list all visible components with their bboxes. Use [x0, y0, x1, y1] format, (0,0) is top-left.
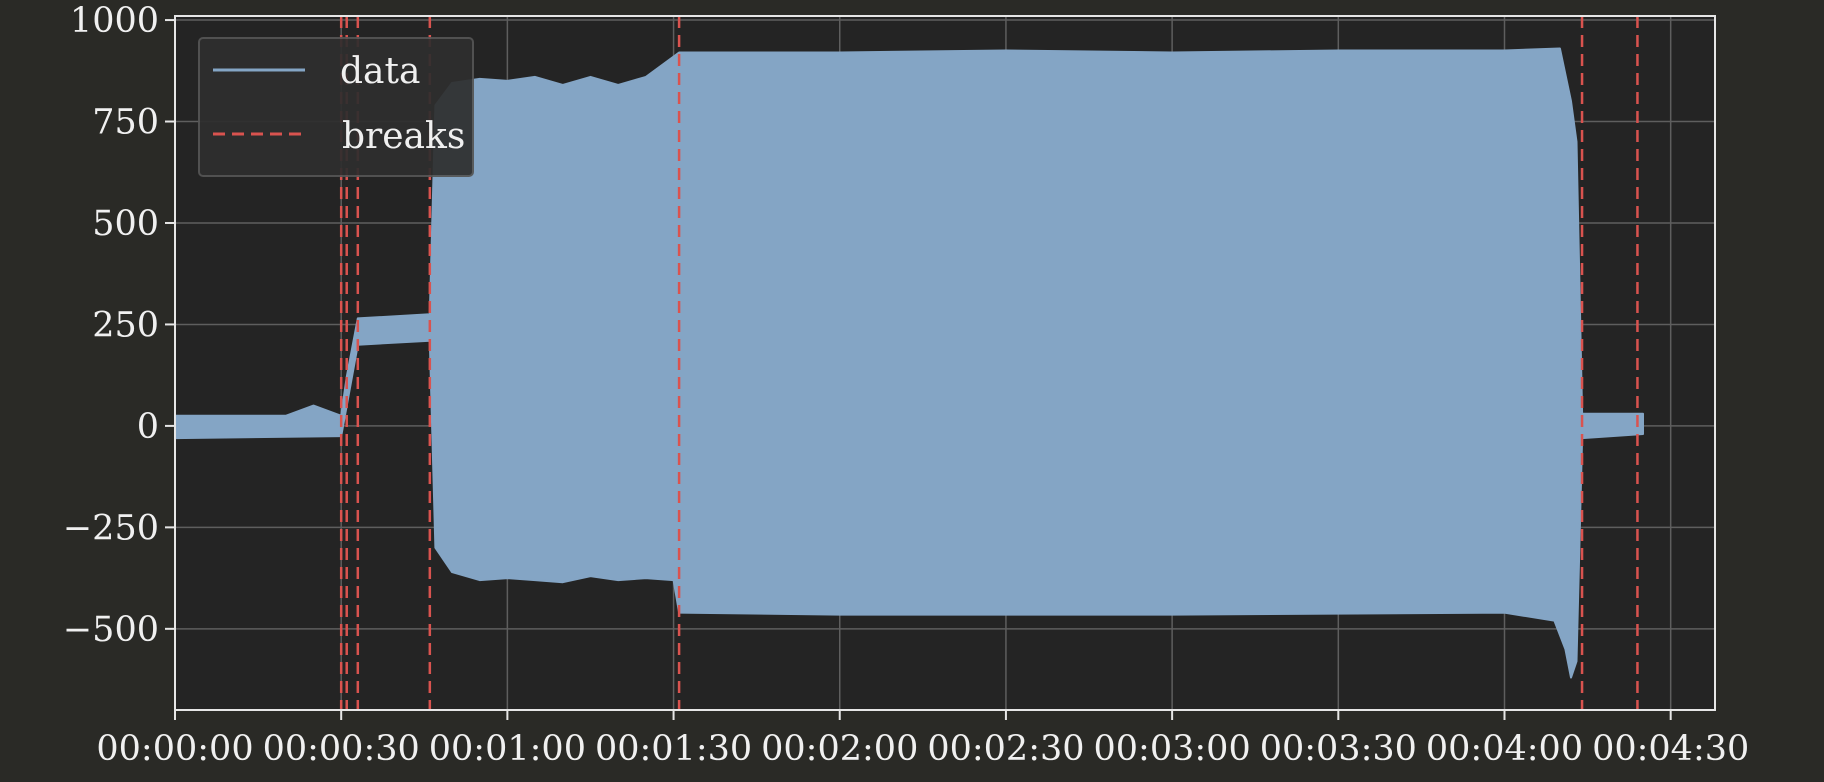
x-tick-label: 00:02:30 [927, 729, 1084, 769]
y-tick-label: 0 [137, 407, 159, 447]
y-tick-label: 1000 [70, 1, 159, 41]
y-axis: −500 −250 0 250 500 750 1000 [63, 1, 175, 650]
x-tick-label: 00:00:00 [96, 729, 253, 769]
y-tick-label: 500 [92, 204, 159, 244]
x-tick-label: 00:02:00 [761, 729, 918, 769]
legend-label-breaks: breaks [342, 116, 465, 157]
x-tick-label: 00:01:00 [429, 729, 586, 769]
legend-box [198, 37, 474, 177]
y-tick-label: 250 [92, 305, 159, 345]
x-tick-label: 00:01:30 [595, 729, 752, 769]
legend: data breaks [198, 37, 474, 177]
x-tick-label: 00:03:00 [1094, 729, 1251, 769]
y-tick-label: −250 [63, 508, 159, 548]
axes-frame [174, 15, 1716, 711]
legend-label-data: data [340, 51, 420, 92]
x-tick-label: 00:04:30 [1592, 729, 1749, 769]
x-tick-label: 00:03:30 [1260, 729, 1417, 769]
x-tick-label: 00:04:00 [1426, 729, 1583, 769]
x-tick-label: 00:00:30 [263, 729, 420, 769]
x-axis: 00:00:00 00:00:30 00:01:00 00:01:30 00:02:00… [96, 710, 1749, 769]
y-tick-label: −500 [63, 610, 159, 650]
y-tick-label: 750 [92, 103, 159, 143]
